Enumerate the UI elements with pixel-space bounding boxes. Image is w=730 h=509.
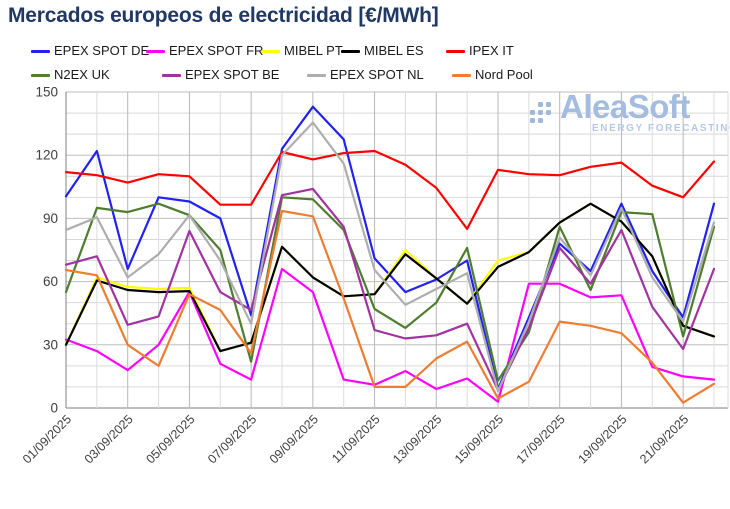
legend-item-mibel-pt: MIBEL PT xyxy=(261,43,343,59)
chart-legend: EPEX SPOT DE EPEX SPOT FR MIBEL PT MIBEL ES… xyxy=(0,0,730,90)
x-tick-label: 15/09/2025 xyxy=(452,412,506,466)
x-tick-label: 17/09/2025 xyxy=(514,412,568,466)
legend-item-epex-spot-nl: EPEX SPOT NL xyxy=(307,67,424,83)
legend-swatch-mibel-pt xyxy=(261,49,280,53)
series-ipex-it xyxy=(64,149,716,230)
legend-item-nord-pool: Nord Pool xyxy=(452,67,533,83)
legend-swatch-epex-spot-be xyxy=(162,73,181,77)
legend-swatch-epex-spot-de xyxy=(31,49,50,53)
legend-label: EPEX SPOT NL xyxy=(330,67,424,82)
y-tick-label: 30 xyxy=(43,337,58,352)
legend-label: EPEX SPOT BE xyxy=(185,67,280,82)
legend-item-mibel-es: MIBEL ES xyxy=(341,43,423,59)
series-nord-pool xyxy=(64,209,716,404)
legend-item-epex-spot-fr: EPEX SPOT FR xyxy=(146,43,263,59)
x-tick-label: 01/09/2025 xyxy=(20,412,74,466)
legend-swatch-mibel-es xyxy=(341,49,360,53)
y-tick-label: 90 xyxy=(43,211,58,226)
x-tick-label: 03/09/2025 xyxy=(82,412,136,466)
x-tick-label: 07/09/2025 xyxy=(205,412,259,466)
watermark-brand: AleaSoft xyxy=(560,88,690,125)
legend-swatch-epex-spot-fr xyxy=(146,49,165,53)
series-mibel-es xyxy=(64,202,716,353)
legend-item-ipex-it: IPEX IT xyxy=(446,43,514,59)
x-tick-label: 09/09/2025 xyxy=(267,412,321,466)
legend-label: MIBEL ES xyxy=(364,43,424,58)
series-n2ex-uk xyxy=(64,196,716,382)
x-tick-label: 05/09/2025 xyxy=(143,412,197,466)
legend-label: EPEX SPOT FR xyxy=(169,43,264,58)
legend-swatch-nord-pool xyxy=(452,73,471,77)
legend-item-n2ex-uk: N2EX UK xyxy=(31,67,110,83)
legend-swatch-epex-spot-nl xyxy=(307,73,326,77)
series-epex-spot-fr xyxy=(64,267,716,403)
series-epex-spot-be xyxy=(64,187,716,392)
x-tick-label: 21/09/2025 xyxy=(637,412,691,466)
legend-swatch-n2ex-uk xyxy=(31,73,50,77)
legend-swatch-ipex-it xyxy=(446,49,465,53)
y-tick-label: 60 xyxy=(43,274,58,289)
chart-title: Mercados europeos de electricidad [€/MWh… xyxy=(8,4,439,27)
legend-label: MIBEL PT xyxy=(284,43,343,58)
x-tick-label: 19/09/2025 xyxy=(575,412,629,466)
legend-label: Nord Pool xyxy=(475,67,533,82)
x-tick-label: 13/09/2025 xyxy=(390,412,444,466)
y-tick-label: 120 xyxy=(35,148,58,163)
legend-label: N2EX UK xyxy=(54,67,110,82)
legend-item-epex-spot-be: EPEX SPOT BE xyxy=(162,67,279,83)
x-tick-label: 11/09/2025 xyxy=(329,412,383,466)
legend-label: IPEX IT xyxy=(469,43,514,58)
y-tick-label: 0 xyxy=(50,401,58,416)
series-epex-spot-de xyxy=(64,105,716,391)
series-epex-spot-nl xyxy=(64,121,716,393)
watermark-tagline: ENERGY FORECASTING xyxy=(592,123,730,134)
aleasoft-watermark: AleaSoft ENERGY FORECASTING xyxy=(530,88,730,134)
aleasoft-logo-icon xyxy=(530,102,554,126)
legend-item-epex-spot-de: EPEX SPOT DE xyxy=(31,43,149,59)
legend-label: EPEX SPOT DE xyxy=(54,43,150,58)
series-mibel-pt xyxy=(64,202,716,353)
